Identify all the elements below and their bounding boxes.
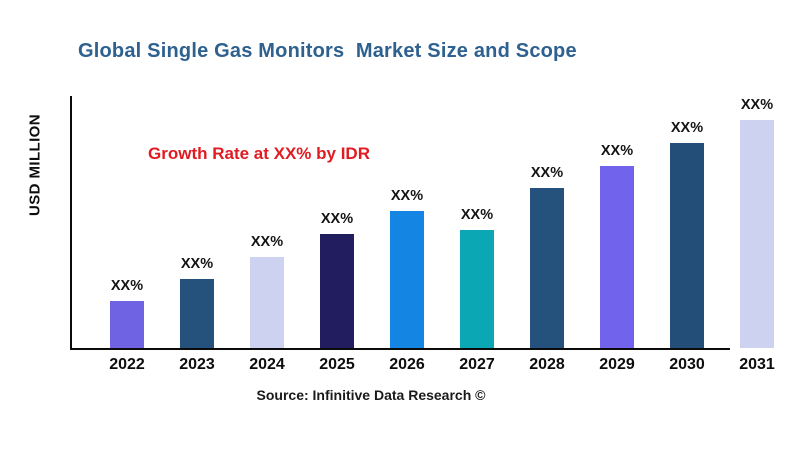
x-tick-label-2031: 2031 [739, 356, 775, 373]
x-tick-label-2028: 2028 [529, 356, 565, 373]
x-tick-label-2025: 2025 [319, 356, 355, 373]
bars-container: XX% 2022 XX% 2023 XX% 2024 XX% 2025 XX% 2026 XX% 20… [70, 95, 786, 373]
bar-value-label-2030: XX% [670, 120, 704, 136]
bar-2031 [740, 120, 774, 348]
bar-value-label-2025: XX% [320, 211, 354, 227]
bar-2030 [670, 143, 704, 348]
x-tick-label-2027: 2027 [459, 356, 495, 373]
y-axis-title: USD MILLION [26, 114, 44, 216]
x-tick-label-2029: 2029 [599, 356, 635, 373]
x-tick-label-2023: 2023 [179, 356, 215, 373]
bar-2025 [320, 234, 354, 348]
bar-value-label-2026: XX% [390, 188, 424, 204]
bar-value-label-2029: XX% [600, 143, 634, 159]
x-axis-line [70, 348, 730, 350]
bar-2028 [530, 188, 564, 348]
bar-2026 [390, 211, 424, 348]
y-axis-line [70, 96, 72, 350]
x-tick-label-2024: 2024 [249, 356, 285, 373]
growth-rate-annotation: Growth Rate at XX% by IDR [148, 144, 370, 163]
bar-value-label-2024: XX% [250, 234, 284, 250]
bar-2023 [180, 279, 214, 348]
x-tick-label-2030: 2030 [669, 356, 705, 373]
source-attribution: Source: Infinitive Data Research © [256, 387, 486, 403]
bar-value-label-2022: XX% [110, 278, 144, 294]
x-tick-label-2026: 2026 [389, 356, 425, 373]
bar-2024 [250, 257, 284, 348]
bar-value-label-2028: XX% [530, 165, 564, 181]
bar-2027 [460, 230, 494, 348]
bar-value-label-2023: XX% [180, 256, 214, 272]
x-tick-label-2022: 2022 [109, 356, 145, 373]
chart-title: Global Single Gas Monitors Market Size a… [78, 40, 577, 62]
bar-value-label-2031: XX% [740, 97, 774, 113]
bar-2029 [600, 166, 634, 348]
bar-2022 [110, 301, 144, 348]
bar-value-label-2027: XX% [460, 207, 494, 223]
